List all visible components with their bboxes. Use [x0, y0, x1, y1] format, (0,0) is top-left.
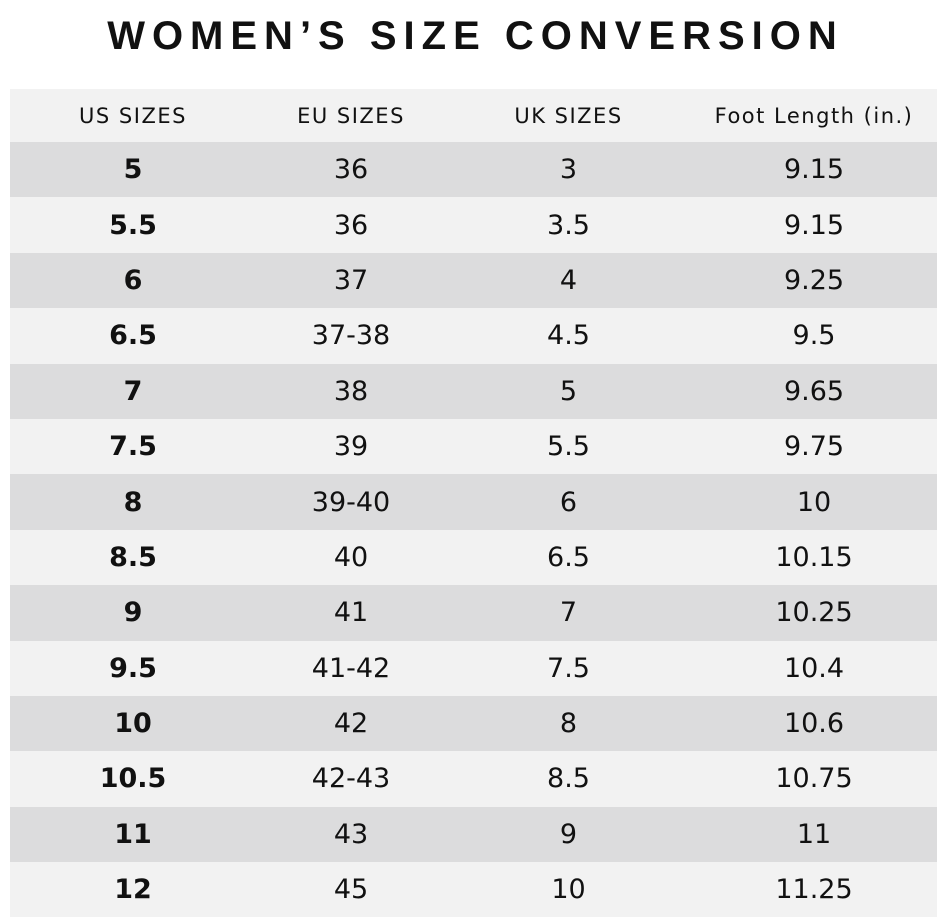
table-cell: 3 [559, 154, 578, 186]
table-cell: 3.5 [547, 209, 590, 241]
table-row: 10.5 42-43 8.5 10.75 [10, 751, 937, 807]
table-cell: 5.5 [547, 431, 590, 463]
table-cell: 10 [114, 708, 152, 740]
table-row: 11 43 9 11 [10, 806, 937, 863]
table-cell: 10 [796, 486, 832, 518]
table-cell: 36 [333, 154, 369, 186]
table-cell: 11.25 [775, 874, 853, 906]
table-cell: 9.75 [783, 431, 845, 463]
table-row: 7.5 39 5.5 9.75 [10, 418, 937, 475]
header-cell: UK SIZES [514, 103, 623, 128]
header-row: US SIZES EU SIZES UK SIZES Foot Length (in.… [10, 89, 937, 142]
table-cell: 10 [551, 874, 586, 906]
table-cell: 7.5 [109, 431, 157, 463]
table-row: 9 41 7 10.25 [10, 585, 937, 641]
header-cell: Foot Length (in.) [714, 103, 914, 128]
table-cell: 10.5 [99, 763, 167, 795]
table-row: 8 39-40 6 10 [10, 474, 937, 530]
table-cell: 11 [796, 818, 832, 850]
table-cell: 11 [114, 818, 152, 850]
table-cell: 38 [333, 375, 369, 407]
table-cell: 4.5 [547, 320, 590, 352]
table-cell: 6.5 [547, 541, 590, 573]
table-cell: 7 [123, 375, 143, 407]
table-cell: 8.5 [547, 763, 590, 795]
table-cell: 9.65 [783, 375, 845, 407]
table-cell: 37 [333, 264, 369, 296]
size-table: US SIZES EU SIZES UK SIZES Foot Length (in.… [10, 89, 937, 917]
table-cell: 40 [333, 541, 369, 573]
title: WOMEN’S SIZE CONVERSION [107, 14, 844, 58]
table-cell: 10.25 [775, 597, 853, 629]
table-cell: 5 [123, 154, 143, 186]
table-row: 8.5 40 6.5 10.15 [10, 529, 937, 586]
table-row: 12 45 10 11.25 [10, 862, 937, 917]
table-cell: 42-43 [311, 763, 391, 795]
table-cell: 5 [559, 375, 578, 407]
table-cell: 9.25 [783, 264, 845, 296]
table-cell: 8.5 [109, 541, 157, 573]
table-cell: 9.15 [783, 154, 845, 186]
table-cell: 5.5 [109, 209, 157, 241]
table-row: 6 37 4 9.25 [10, 252, 937, 309]
table-cell: 4 [559, 264, 578, 296]
table-cell: 37-38 [311, 320, 391, 352]
table-row: 6.5 37-38 4.5 9.5 [10, 308, 937, 364]
header-cell: US SIZES [79, 103, 187, 128]
table-cell: 39 [333, 431, 369, 463]
table-cell: 39-40 [311, 486, 391, 518]
table-cell: 9.5 [109, 652, 157, 684]
table-cell: 42 [333, 708, 369, 740]
table-row: 7 38 5 9.65 [10, 363, 937, 419]
table-row: 5 36 3 9.15 [10, 142, 937, 198]
table-cell: 10.6 [783, 708, 845, 740]
table-cell: 45 [333, 874, 369, 906]
table-cell: 6 [559, 486, 578, 518]
table-cell: 43 [333, 818, 369, 850]
table-cell: 6 [123, 264, 143, 296]
table-row: 10 42 8 10.6 [10, 695, 937, 752]
table-cell: 9 [559, 818, 578, 850]
table-cell: 41 [333, 597, 369, 629]
table-cell: 41-42 [311, 652, 391, 684]
table-cell: 12 [114, 874, 152, 906]
table-cell: 8 [559, 708, 578, 740]
table-row: 5.5 36 3.5 9.15 [10, 197, 937, 253]
table-cell: 9.5 [792, 320, 836, 352]
table-cell: 9.15 [783, 209, 845, 241]
table-cell: 7 [559, 597, 578, 629]
table-cell: 10.75 [775, 763, 853, 795]
table-cell: 10.15 [775, 541, 853, 573]
table-row: 9.5 41-42 7.5 10.4 [10, 640, 937, 696]
table-cell: 9 [123, 597, 143, 629]
table-cell: 6.5 [109, 320, 157, 352]
table-cell: 7.5 [547, 652, 590, 684]
header-cell: EU SIZES [297, 103, 405, 128]
table-cell: 8 [123, 486, 143, 518]
table-cell: 10.4 [783, 652, 845, 684]
table-cell: 36 [333, 209, 369, 241]
